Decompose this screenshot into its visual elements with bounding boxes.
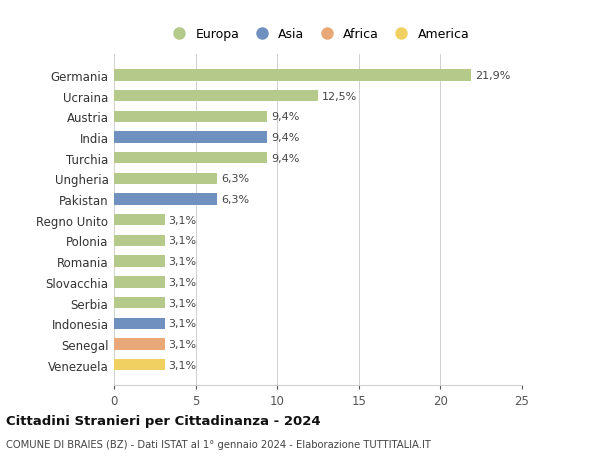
Bar (114, 359, 164, 370)
Text: 12,5%: 12,5% (322, 91, 358, 101)
Bar (114, 174, 217, 185)
Text: 3,1%: 3,1% (169, 215, 197, 225)
Bar (114, 112, 268, 123)
Text: COMUNE DI BRAIES (BZ) - Dati ISTAT al 1° gennaio 2024 - Elaborazione TUTTITALIA.: COMUNE DI BRAIES (BZ) - Dati ISTAT al 1°… (6, 440, 431, 449)
Text: 3,1%: 3,1% (169, 298, 197, 308)
Bar (114, 318, 164, 329)
Bar (114, 256, 164, 267)
Text: 9,4%: 9,4% (271, 112, 300, 122)
Bar (114, 153, 268, 164)
Bar (114, 277, 164, 288)
Text: 3,1%: 3,1% (169, 277, 197, 287)
Bar (114, 91, 318, 102)
Text: 9,4%: 9,4% (271, 133, 300, 143)
Text: 6,3%: 6,3% (221, 174, 249, 184)
Text: 3,1%: 3,1% (169, 360, 197, 370)
Bar (114, 194, 217, 205)
Bar (114, 132, 268, 143)
Text: 6,3%: 6,3% (221, 195, 249, 205)
Text: 3,1%: 3,1% (169, 339, 197, 349)
Legend: Europa, Asia, Africa, America: Europa, Asia, Africa, America (167, 28, 469, 41)
Bar (114, 339, 164, 350)
Text: 3,1%: 3,1% (169, 319, 197, 329)
Text: 9,4%: 9,4% (271, 153, 300, 163)
Bar (114, 70, 472, 81)
Text: 3,1%: 3,1% (169, 257, 197, 267)
Bar (114, 215, 164, 226)
Text: 21,9%: 21,9% (475, 71, 511, 81)
Text: Cittadini Stranieri per Cittadinanza - 2024: Cittadini Stranieri per Cittadinanza - 2… (6, 414, 320, 428)
Bar (114, 235, 164, 246)
Text: 3,1%: 3,1% (169, 236, 197, 246)
Bar (114, 297, 164, 308)
